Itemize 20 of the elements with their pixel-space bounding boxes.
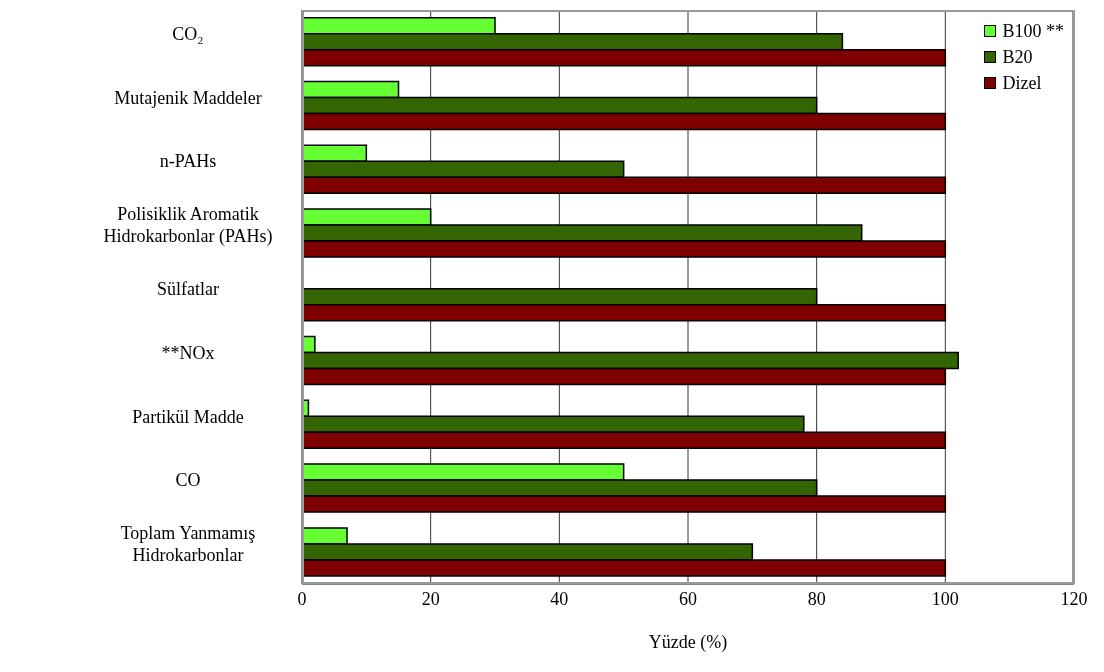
- x-tick-label: 40: [550, 588, 569, 609]
- y-tick-label: **NOx: [161, 342, 215, 363]
- y-tick-label: Mutajenik Maddeler: [114, 87, 262, 108]
- legend-label: Dizel: [1002, 72, 1042, 95]
- x-tick-label: 120: [1060, 588, 1088, 609]
- x-axis-title: Yüzde (%): [648, 632, 728, 653]
- y-tick-label: CO₂: [172, 23, 204, 44]
- y-tick-label: CO: [175, 470, 201, 491]
- y-tick-label: n-PAHs: [159, 151, 217, 172]
- x-tick-label: 60: [679, 588, 697, 609]
- legend-label: B100 **: [1002, 20, 1064, 43]
- x-tick-label: 80: [807, 588, 826, 609]
- legend-label: B20: [1002, 46, 1033, 69]
- y-tick-label: Toplam Yanmamış Hidrokarbonlar: [120, 523, 256, 566]
- x-tick-label: 0: [297, 588, 307, 609]
- y-tick-label: Polisiklik Aromatik Hidrokarbonlar (PAHs): [103, 204, 273, 248]
- x-tick-label: 100: [931, 588, 959, 609]
- x-tick-label: 20: [421, 588, 440, 609]
- y-tick-label: Sülfatlar: [157, 279, 219, 299]
- y-tick-label: Partikül Madde: [132, 406, 244, 427]
